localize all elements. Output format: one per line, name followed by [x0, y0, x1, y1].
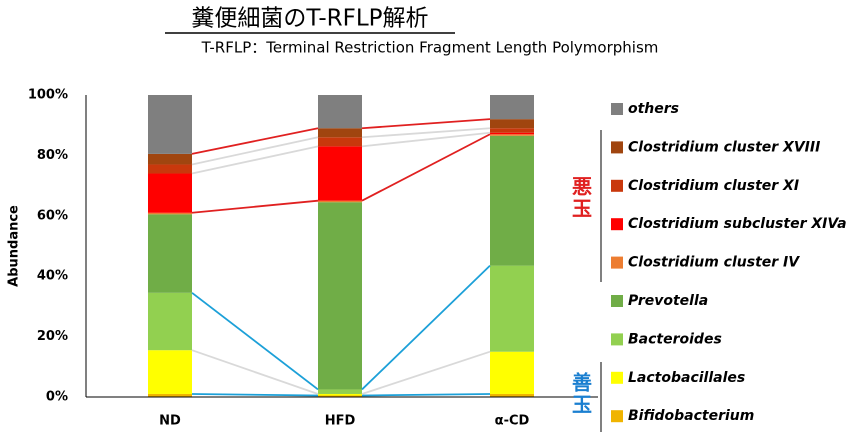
bar-segment	[318, 95, 362, 129]
legend-swatch	[611, 103, 623, 115]
bar-segment	[490, 135, 534, 266]
y-tick-label: 60%	[37, 208, 68, 223]
bar-segment	[148, 212, 192, 215]
bar-segment	[490, 393, 534, 397]
legend-label: Clostridium cluster XI	[628, 178, 799, 194]
bar-segment	[148, 292, 192, 351]
bar-segment	[318, 393, 362, 396]
bar-segment	[318, 395, 362, 397]
annotation: 善玉	[569, 371, 593, 416]
bar-segment	[318, 128, 362, 138]
bar-segment	[148, 164, 192, 174]
legend-swatch	[611, 218, 623, 231]
chart-subtitle: T-RFLP：Terminal Restriction Fragment Len…	[201, 39, 659, 57]
y-tick-label: 20%	[37, 329, 68, 344]
connector-line	[361, 393, 491, 397]
y-tick-label: 80%	[37, 148, 68, 163]
connector-line	[191, 127, 319, 155]
legend-label: Clostridium subcluster XIVa	[628, 216, 847, 232]
connector-line	[191, 349, 319, 395]
legend-swatch	[611, 141, 623, 154]
bar-segment	[148, 153, 192, 165]
x-tick-label: α-CD	[495, 414, 530, 429]
bar-segment	[490, 265, 534, 352]
y-tick-label: 40%	[37, 269, 68, 284]
bar-segment	[490, 95, 534, 120]
legend-label: Bacteroides	[628, 331, 722, 347]
bar-segment	[490, 128, 534, 133]
bar-segment	[148, 350, 192, 394]
legend-swatch	[611, 295, 623, 307]
x-tick-label: ND	[159, 414, 181, 429]
x-tick-label: HFD	[325, 414, 356, 429]
legend-swatch	[611, 256, 623, 269]
bar-segment	[490, 119, 534, 129]
bar-segment	[148, 173, 192, 213]
connector-line	[191, 199, 319, 214]
bar-segment	[148, 393, 192, 397]
legend-swatch	[611, 333, 623, 346]
connector-line	[361, 350, 491, 395]
legend-label: Bifidobacterium	[628, 408, 754, 424]
connector-line	[191, 145, 319, 175]
bar-segment	[318, 137, 362, 147]
connector-line	[361, 127, 491, 139]
bar-segment	[490, 134, 534, 136]
legend-swatch	[611, 371, 623, 384]
annotation: 悪玉	[569, 176, 593, 220]
legend-label: Clostridium cluster IV	[628, 255, 800, 271]
legend-label: Lactobacillales	[628, 370, 745, 386]
y-axis-label: Abundance	[7, 205, 22, 287]
chart-title: 糞便細菌のT-RFLP解析	[191, 6, 428, 32]
connector-line	[191, 136, 319, 166]
connector-line	[361, 118, 491, 130]
legend-label: Clostridium cluster XVIII	[628, 139, 820, 155]
legend-label: others	[628, 101, 679, 117]
legend-label: Prevotella	[628, 293, 708, 309]
bar-segment	[148, 214, 192, 293]
bar-segment	[490, 351, 534, 394]
y-tick-label: 100%	[28, 88, 68, 103]
bar-segment	[490, 132, 534, 135]
bar-segment	[148, 95, 192, 154]
connector-line	[361, 133, 491, 202]
connector-line	[361, 131, 491, 148]
y-tick-label: 0%	[46, 390, 68, 405]
connector-line	[191, 393, 319, 397]
bar-segment	[318, 389, 362, 394]
legend-swatch	[611, 410, 623, 423]
bar-segment	[318, 146, 362, 201]
legend-swatch	[611, 179, 623, 192]
connector-line	[361, 264, 491, 391]
bar-segment	[318, 202, 362, 390]
connector-line	[191, 292, 319, 391]
bar-segment	[318, 200, 362, 203]
